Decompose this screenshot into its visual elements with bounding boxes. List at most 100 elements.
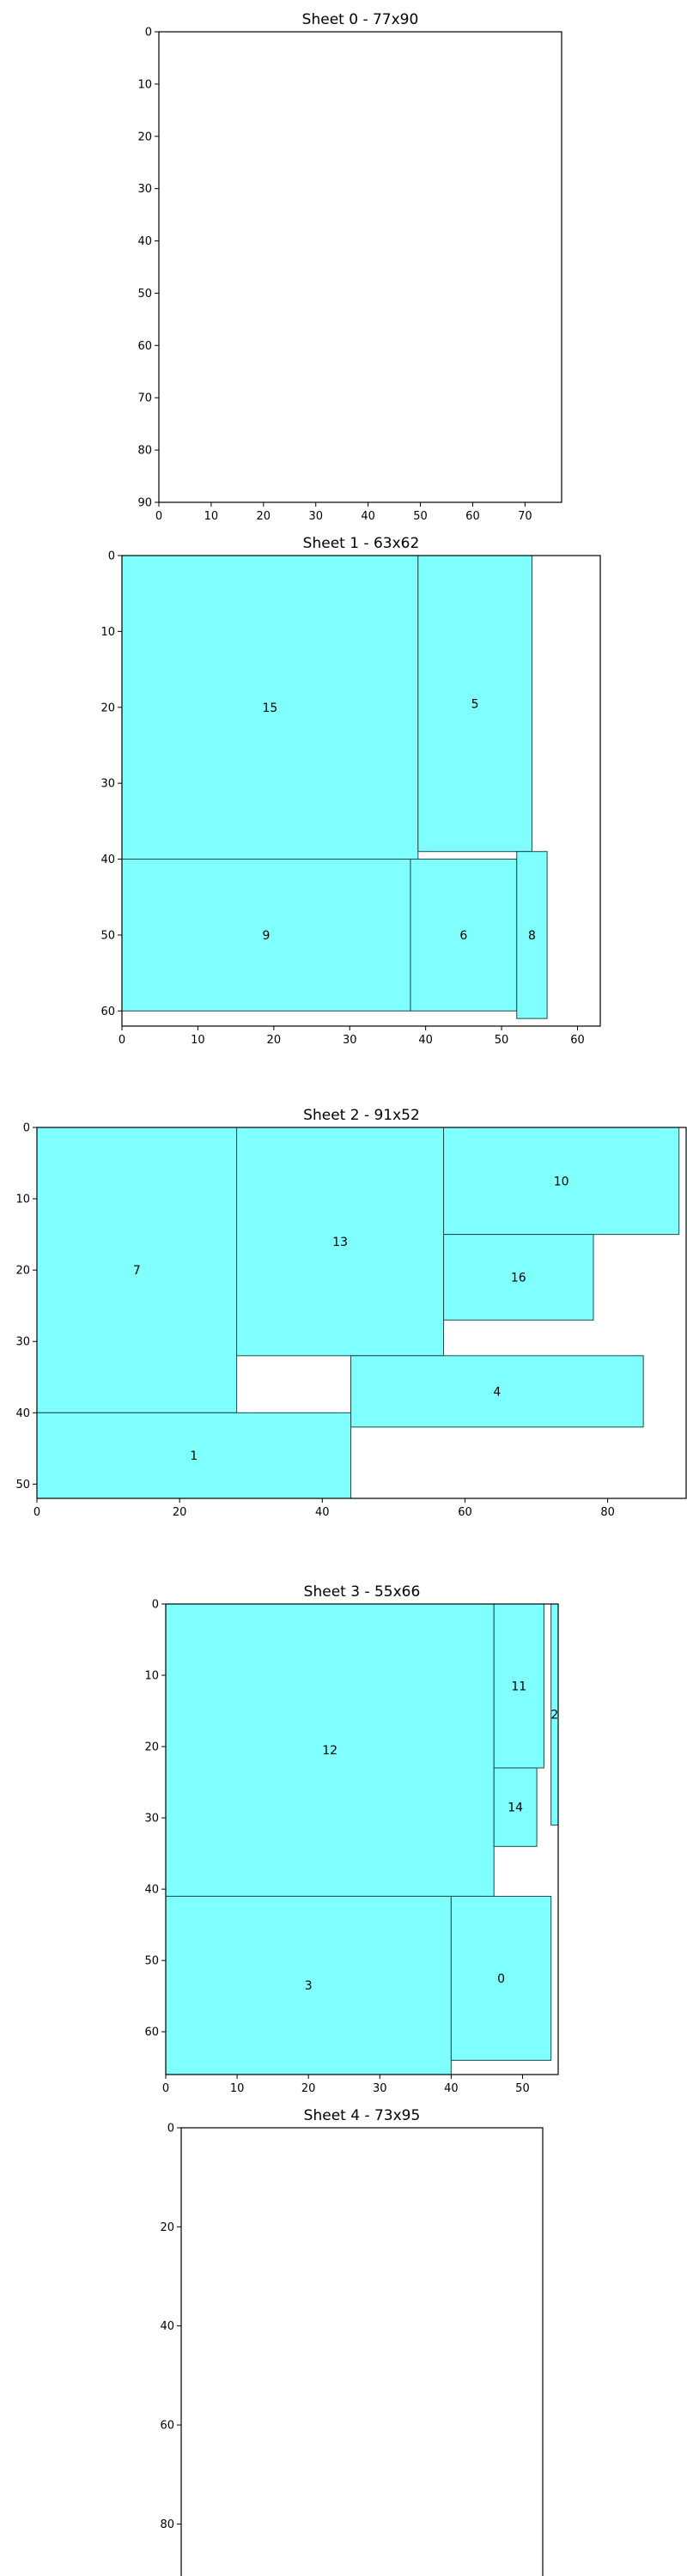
x-tick-label: 10 bbox=[230, 2082, 245, 2095]
x-tick-label: 30 bbox=[308, 510, 323, 523]
y-tick-label: 10 bbox=[144, 1670, 159, 1683]
piece-rect bbox=[410, 859, 518, 1012]
piece-label: 12 bbox=[322, 1744, 337, 1758]
y-tick-label: 0 bbox=[152, 1599, 159, 1612]
y-tick-label: 10 bbox=[137, 78, 152, 91]
x-tick-label: 30 bbox=[373, 2082, 387, 2095]
piece-label: 9 bbox=[263, 929, 271, 943]
sheet-0: Sheet 0 - 77x90 0 10 20 30 40 50 60 70 0 10 20 30 40 5… bbox=[137, 11, 562, 523]
y-tick-label: 80 bbox=[137, 445, 152, 458]
piece-label: 5 bbox=[471, 697, 479, 711]
piece-rect bbox=[417, 555, 532, 853]
sheet-title: Sheet 3 - 55x66 bbox=[304, 1583, 421, 1601]
x-tick-label: 40 bbox=[444, 2082, 459, 2095]
y-tick-label: 0 bbox=[108, 550, 115, 563]
piece-rect bbox=[493, 1603, 544, 1769]
piece-label: 0 bbox=[497, 1972, 505, 1986]
piece-rect bbox=[165, 1603, 495, 1897]
axes-frame bbox=[36, 1127, 687, 1499]
y-tick-label: 50 bbox=[15, 1479, 30, 1492]
x-tick-label: 50 bbox=[413, 510, 428, 523]
piece-label: 16 bbox=[511, 1271, 526, 1285]
piece-rect bbox=[516, 851, 548, 1019]
x-tick-label: 20 bbox=[301, 2082, 316, 2095]
x-tick-label: 60 bbox=[465, 510, 480, 523]
sheet-4: Sheet 4 - 73x95010203040506070020406080 bbox=[160, 2107, 544, 2576]
axes-frame bbox=[165, 1603, 559, 2075]
piece-label: 14 bbox=[508, 1801, 523, 1815]
piece-label: 4 bbox=[493, 1385, 501, 1399]
piece-rect bbox=[36, 1127, 238, 1413]
sheet-title: Sheet 1 - 63x62 bbox=[303, 535, 420, 552]
x-tick-label: 50 bbox=[495, 1034, 509, 1047]
x-tick-label: 40 bbox=[315, 1506, 330, 1519]
y-tick-label: 60 bbox=[137, 340, 152, 353]
x-tick-label: 60 bbox=[570, 1034, 585, 1047]
piece-rect bbox=[121, 555, 419, 860]
piece-label: 8 bbox=[528, 929, 536, 943]
sheet-title: Sheet 4 - 73x95 bbox=[304, 2107, 421, 2124]
piece-label: 11 bbox=[511, 1680, 526, 1693]
x-tick-label: 40 bbox=[418, 1034, 433, 1047]
sheet-title: Sheet 2 - 91x52 bbox=[303, 1107, 420, 1124]
x-tick-label: 70 bbox=[518, 510, 532, 523]
x-tick-label: 0 bbox=[33, 1506, 40, 1519]
piece-rect bbox=[121, 859, 411, 1012]
y-tick-label: 20 bbox=[100, 702, 115, 714]
x-tick-label: 10 bbox=[204, 510, 219, 523]
y-tick-label: 10 bbox=[100, 626, 115, 639]
x-tick-label: 10 bbox=[191, 1034, 205, 1047]
sheet-title: Sheet 0 - 77x90 bbox=[302, 11, 419, 28]
x-tick-label: 20 bbox=[173, 1506, 187, 1519]
y-tick-label: 60 bbox=[144, 2026, 159, 2039]
y-tick-label: 30 bbox=[15, 1336, 30, 1349]
y-tick-label: 30 bbox=[137, 183, 152, 196]
y-tick-label: 50 bbox=[137, 288, 152, 301]
x-tick-label: 0 bbox=[119, 1034, 125, 1047]
y-tick-label: 20 bbox=[144, 1741, 159, 1754]
piece-label: 1 bbox=[190, 1449, 198, 1463]
piece-rect bbox=[36, 1412, 352, 1499]
x-tick-label: 20 bbox=[257, 510, 271, 523]
y-tick-label: 30 bbox=[100, 778, 115, 791]
y-tick-label: 70 bbox=[137, 392, 152, 405]
y-tick-label: 40 bbox=[100, 854, 115, 866]
piece-rect bbox=[443, 1234, 594, 1321]
piece-rect bbox=[236, 1127, 445, 1357]
y-tick-label: 40 bbox=[15, 1407, 30, 1420]
sheet-1: Sheet 1 - 63x62 15 5 9 6 8 0 10 20 30 40 50 60 0 10 20 3… bbox=[100, 535, 601, 1047]
x-tick-label: 80 bbox=[600, 1506, 615, 1519]
piece-label: 2 bbox=[550, 1709, 558, 1722]
axes-frame bbox=[121, 555, 601, 1027]
piece-rect bbox=[350, 1355, 644, 1428]
axes-frame bbox=[158, 31, 562, 503]
y-tick-label: 20 bbox=[15, 1265, 30, 1278]
x-tick-label: 20 bbox=[267, 1034, 282, 1047]
piece-label: 3 bbox=[305, 1979, 313, 1993]
x-tick-label: 50 bbox=[515, 2082, 530, 2095]
y-tick-label: 40 bbox=[144, 1884, 159, 1897]
piece-label: 6 bbox=[459, 929, 467, 943]
y-tick-label: 0 bbox=[145, 27, 152, 39]
piece-label: 10 bbox=[554, 1175, 569, 1188]
y-tick-label: 20 bbox=[160, 2221, 174, 2234]
x-tick-label: 0 bbox=[155, 510, 162, 523]
y-tick-label: 30 bbox=[144, 1813, 159, 1826]
y-tick-label: 60 bbox=[160, 2420, 174, 2433]
piece-label: 15 bbox=[262, 702, 277, 715]
y-tick-label: 80 bbox=[160, 2518, 174, 2531]
piece-rect bbox=[443, 1127, 680, 1236]
piece-rect bbox=[165, 1895, 452, 2075]
y-tick-label: 50 bbox=[144, 1955, 159, 1968]
y-tick-label: 50 bbox=[100, 929, 115, 942]
piece-rect bbox=[493, 1767, 538, 1847]
piece-label: 13 bbox=[332, 1236, 348, 1249]
y-tick-label: 40 bbox=[160, 2320, 174, 2333]
y-tick-label: 10 bbox=[15, 1194, 30, 1206]
y-tick-label: 20 bbox=[137, 131, 152, 143]
y-tick-label: 60 bbox=[100, 1005, 115, 1018]
x-tick-label: 0 bbox=[162, 2082, 169, 2095]
